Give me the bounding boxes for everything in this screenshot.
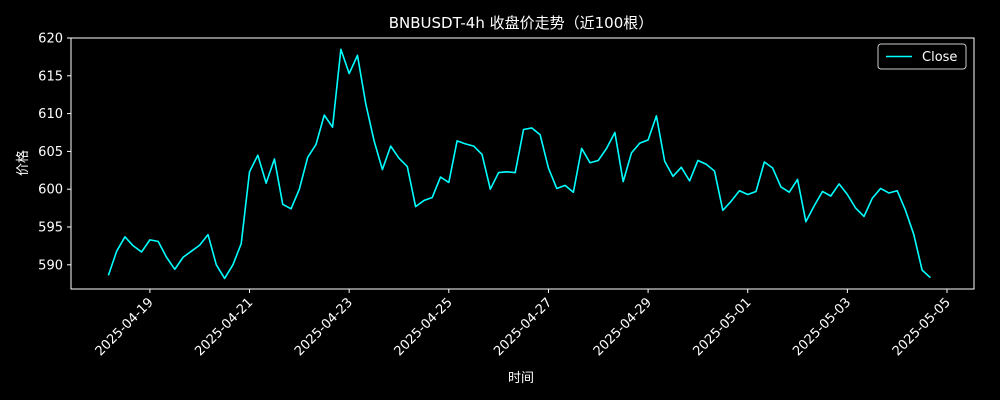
y-tick-label: 590 (38, 258, 63, 273)
y-tick-label: 600 (38, 183, 63, 198)
legend-frame (877, 43, 967, 70)
x-tick-label: 2025-05-03 (790, 295, 854, 359)
legend-label-close: Close (922, 50, 957, 65)
y-axis-title: 价格 (15, 150, 31, 176)
y-tick-label: 605 (38, 145, 63, 160)
plot-area (107, 48, 931, 280)
x-tick-label: 2025-05-05 (890, 295, 954, 359)
x-tick-label: 2025-04-19 (93, 295, 157, 359)
chart-title: BNBUSDT-4h 收盘价走势（近100根） (389, 14, 654, 32)
y-axis: 590 595 600 605 610 615 620 (38, 32, 71, 273)
y-tick-label: 595 (38, 221, 63, 236)
legend: Close (877, 43, 967, 70)
x-tick-label: 2025-04-25 (392, 295, 456, 359)
x-tick-label: 2025-04-29 (591, 295, 655, 359)
x-tick-label: 2025-04-27 (491, 295, 555, 359)
y-tick-label: 610 (38, 107, 63, 122)
y-tick-label: 620 (38, 32, 63, 47)
x-tick-label: 2025-04-23 (292, 295, 356, 359)
plot-frame (70, 37, 975, 290)
x-axis-title: 时间 (508, 371, 534, 386)
series-line-close (107, 48, 931, 280)
x-axis: 2025-04-19 2025-04-21 2025-04-23 2025-04-25… (93, 289, 954, 359)
y-tick-label: 615 (38, 69, 63, 84)
x-tick-label: 2025-04-21 (192, 295, 256, 359)
x-tick-label: 2025-05-01 (691, 295, 755, 359)
